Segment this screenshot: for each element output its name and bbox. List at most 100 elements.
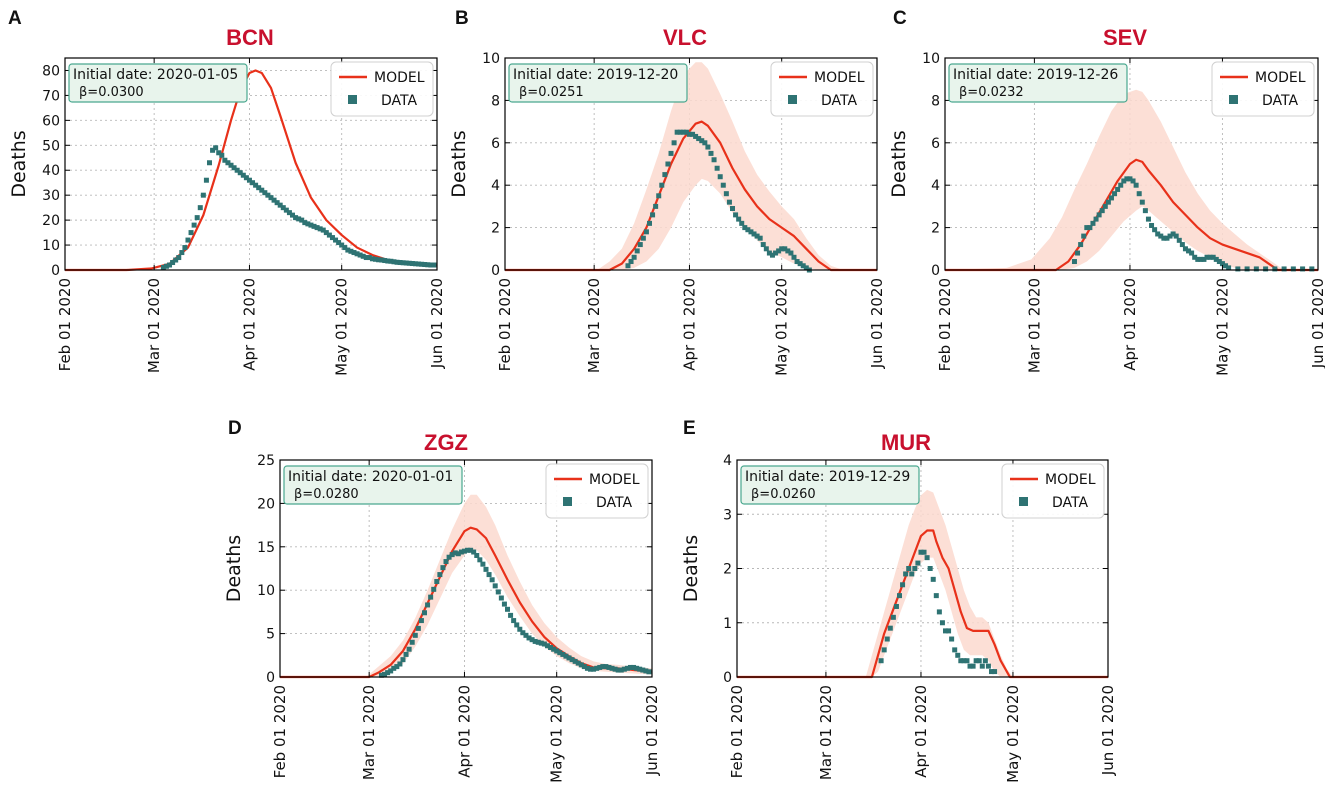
panel-letter: B [455,8,469,29]
data-point [643,668,649,674]
x-tick-label: Apr 01 2020 [1121,278,1139,371]
data-point [446,554,452,560]
data-point [1084,225,1090,231]
data-point [612,666,618,672]
data-point [197,205,203,211]
data-point [1142,208,1148,214]
x-tick-label: Feb 01 2020 [936,278,954,371]
data-point [185,237,191,243]
data-point [465,547,471,553]
data-point [949,636,955,642]
data-point [461,548,467,554]
y-tick-label: 4 [723,453,732,469]
data-point [769,252,775,258]
data-point [680,129,686,135]
info-box-frame [68,63,248,103]
data-point [225,160,231,166]
data-point [397,661,403,667]
data-point [259,187,265,193]
data-point [1176,237,1182,243]
data-point [674,129,680,135]
data-point [345,247,351,253]
data-point [1210,254,1216,260]
data-point [1290,266,1296,272]
data-point [933,593,939,599]
data-points [1071,176,1315,272]
data-point [400,657,406,663]
data-point [480,561,486,567]
initial-date: Initial date: 2020-01-05 [73,67,238,83]
data-point [351,250,357,256]
data-point [979,663,985,669]
data-point [474,552,480,558]
data-point [492,583,498,589]
data-point [1198,256,1204,262]
data-point [505,606,511,612]
data-point [782,246,788,252]
data-point [909,571,915,577]
panel-title: BCN [226,25,274,50]
data-point [714,165,720,171]
data-point [1167,233,1173,239]
data-point [428,594,434,600]
data-point [342,245,348,251]
info-box: Initial date: 2019-12-29 β=0.0260 [740,465,920,505]
data-point [283,207,289,213]
data-point [668,150,674,156]
data-point [942,628,948,634]
data-point [800,263,806,269]
data-point [240,172,246,178]
data-point [1204,254,1210,260]
data-point [265,192,271,198]
data-point [277,202,283,208]
data-point [637,242,643,248]
data-point [449,552,455,558]
data-point [1216,259,1222,265]
data-point [696,136,702,142]
data-point [609,665,615,671]
y-tick-label: 30 [42,188,60,204]
data-point [412,632,418,638]
info-box: Initial date: 2019-12-26 β=0.0232 [948,63,1128,103]
x-tick-label: Feb 01 2020 [56,278,74,371]
data-point [912,566,918,571]
data-point [314,225,320,231]
legend-data-swatch [788,95,797,104]
data-point [1078,242,1084,248]
data-point [897,593,903,599]
legend-data-label: DATA [821,93,857,109]
data-point [915,560,921,566]
data-point [422,262,428,268]
data-point [308,222,314,228]
x-tick-label: Apr 01 2020 [240,278,258,371]
data-point [1152,227,1158,233]
data-point [739,220,745,226]
info-box-frame [948,63,1128,103]
panel-title: VLC [663,25,707,50]
data-point [431,262,437,268]
legend-data-label: DATA [596,495,632,511]
data-point [653,203,659,209]
data-point [985,663,991,669]
data-point [881,647,887,653]
data-point [618,667,624,673]
legend-data-label: DATA [1262,93,1298,109]
x-tick-label: Mar 01 2020 [1025,278,1043,373]
y-tick-label: 20 [42,213,60,229]
data-point [440,565,446,571]
x-tick-label: Jun 01 2020 [1309,278,1325,369]
data-point [495,589,501,595]
data-point [1195,256,1201,262]
legend-model-label: MODEL [589,472,640,488]
data-point [603,664,609,670]
y-axis-label: Deaths [888,130,910,197]
data-point [640,667,646,673]
data-point [514,622,520,628]
data-point [1219,261,1225,267]
y-tick-label: 20 [257,496,275,512]
data-point [517,626,523,632]
data-point [1112,191,1118,197]
data-point [363,255,369,261]
data-point [544,643,550,649]
data-point [1309,266,1315,272]
